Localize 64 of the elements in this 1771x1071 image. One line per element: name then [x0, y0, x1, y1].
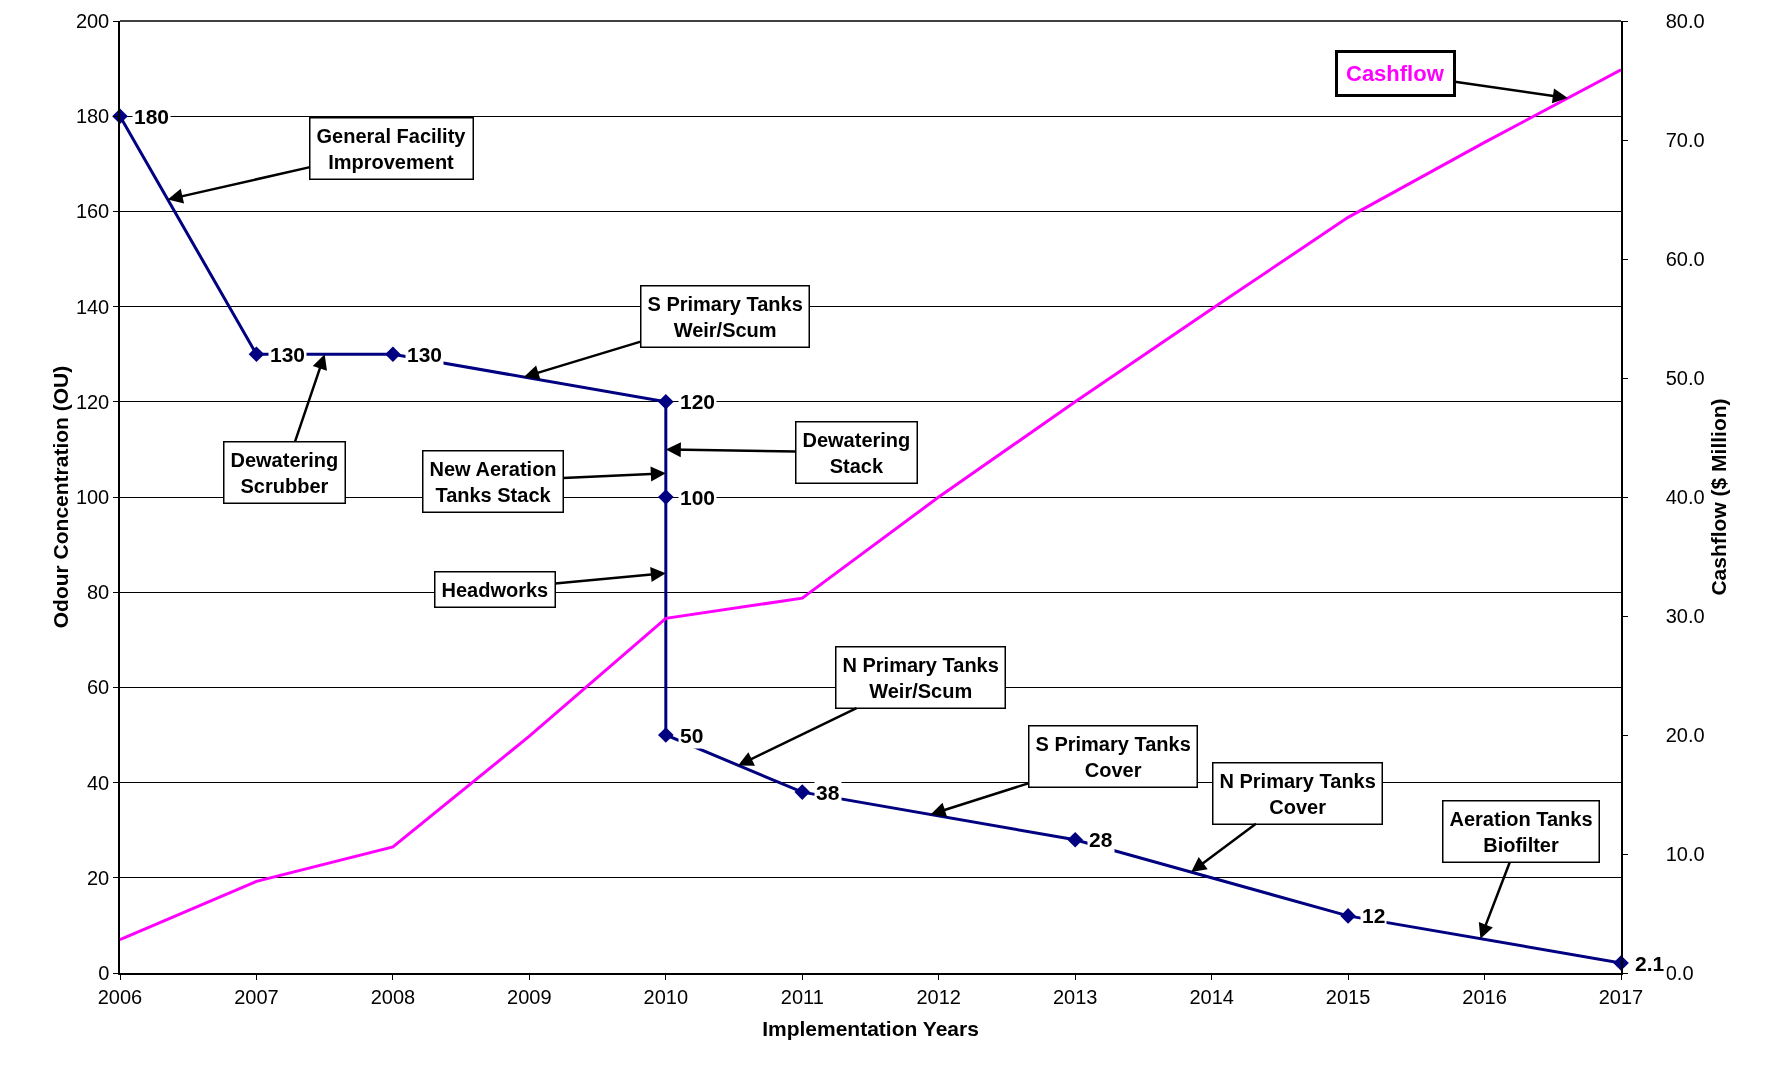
annotation: S Primary Tanks Cover [1035, 732, 1191, 781]
annotation: Dewatering Scrubber [230, 448, 339, 497]
annotation: N Primary Tanks Weir/Scum [842, 653, 999, 702]
x-tick-label: 2016 [1462, 985, 1507, 1008]
y2-tick-label: 60.0 [1665, 248, 1705, 270]
point [794, 784, 811, 800]
y-tick-label: 180 [75, 105, 110, 128]
data-label: 120 [680, 390, 716, 413]
annotation: Aeration Tanks Biofilter [1449, 807, 1593, 856]
x-tick-label: 2015 [1325, 985, 1371, 1008]
annotation: N Primary Tanks Cover [1219, 769, 1376, 818]
y-tick-label: 40 [87, 771, 110, 794]
annotation: General Facility Improvement [316, 124, 467, 173]
point [658, 394, 674, 410]
x-tick-label: 2006 [97, 985, 143, 1008]
point [248, 346, 265, 362]
x-tick-label: 2017 [1598, 985, 1644, 1008]
y2-tick-label: 10.0 [1665, 843, 1705, 865]
annotation: New Aeration Tanks Stack [429, 457, 557, 506]
annotation: S Primary Tanks Weir/Scum [647, 292, 803, 341]
point [385, 346, 401, 362]
y-tick-label: 0 [98, 962, 110, 984]
y2-tick-label: 50.0 [1665, 367, 1705, 389]
y-tick-label: 20 [87, 866, 110, 889]
data-label: 180 [134, 105, 170, 128]
y-tick-label: 160 [75, 200, 110, 223]
x-axis-title: Implementation Years [762, 1017, 979, 1041]
x-tick-label: 2012 [916, 985, 961, 1008]
y-tick-label: 200 [75, 10, 110, 32]
y2-tick-label: 0.0 [1665, 962, 1694, 984]
x-tick-label: 2010 [643, 985, 689, 1008]
point [658, 489, 674, 505]
y-tick-label: 60 [87, 676, 110, 699]
x-tick-label: 2013 [1052, 985, 1098, 1008]
data-label: 38 [816, 781, 840, 804]
data-label: 12 [1362, 904, 1386, 927]
data-label: 130 [270, 343, 306, 366]
x-tick-label: 2008 [370, 985, 416, 1008]
y2-tick-label: 20.0 [1665, 724, 1705, 746]
data-label: 2.1 [1635, 952, 1665, 975]
annotation: Headworks [441, 578, 549, 601]
y2-tick-label: 70.0 [1665, 129, 1705, 151]
annotation: Dewatering Stack [802, 428, 911, 477]
text: Cashflow [1346, 61, 1445, 86]
data-label: 50 [680, 724, 704, 747]
x-tick-label: 2009 [507, 985, 552, 1008]
data-label: 28 [1089, 828, 1113, 851]
y2-tick-label: 30.0 [1665, 605, 1705, 627]
y2-axis-title: Cashflow ($ Million) [1706, 398, 1730, 596]
x-tick-label: 2011 [780, 985, 824, 1008]
y-tick-label: 100 [75, 486, 110, 508]
x-tick-label: 2007 [234, 985, 279, 1008]
y-tick-label: 140 [75, 295, 110, 318]
point [658, 727, 674, 743]
data-label: 130 [407, 343, 443, 366]
x-tick-label: 2014 [1189, 985, 1234, 1008]
point [1067, 831, 1083, 848]
y2-tick-label: 80.0 [1665, 10, 1705, 32]
y-axis-title: Odour Concentration (OU) [48, 365, 72, 629]
y-tick-label: 80 [87, 581, 110, 604]
data-label: 100 [680, 486, 716, 509]
y2-tick-label: 40.0 [1665, 486, 1705, 508]
point [1340, 908, 1356, 924]
y-tick-label: 120 [75, 390, 110, 413]
